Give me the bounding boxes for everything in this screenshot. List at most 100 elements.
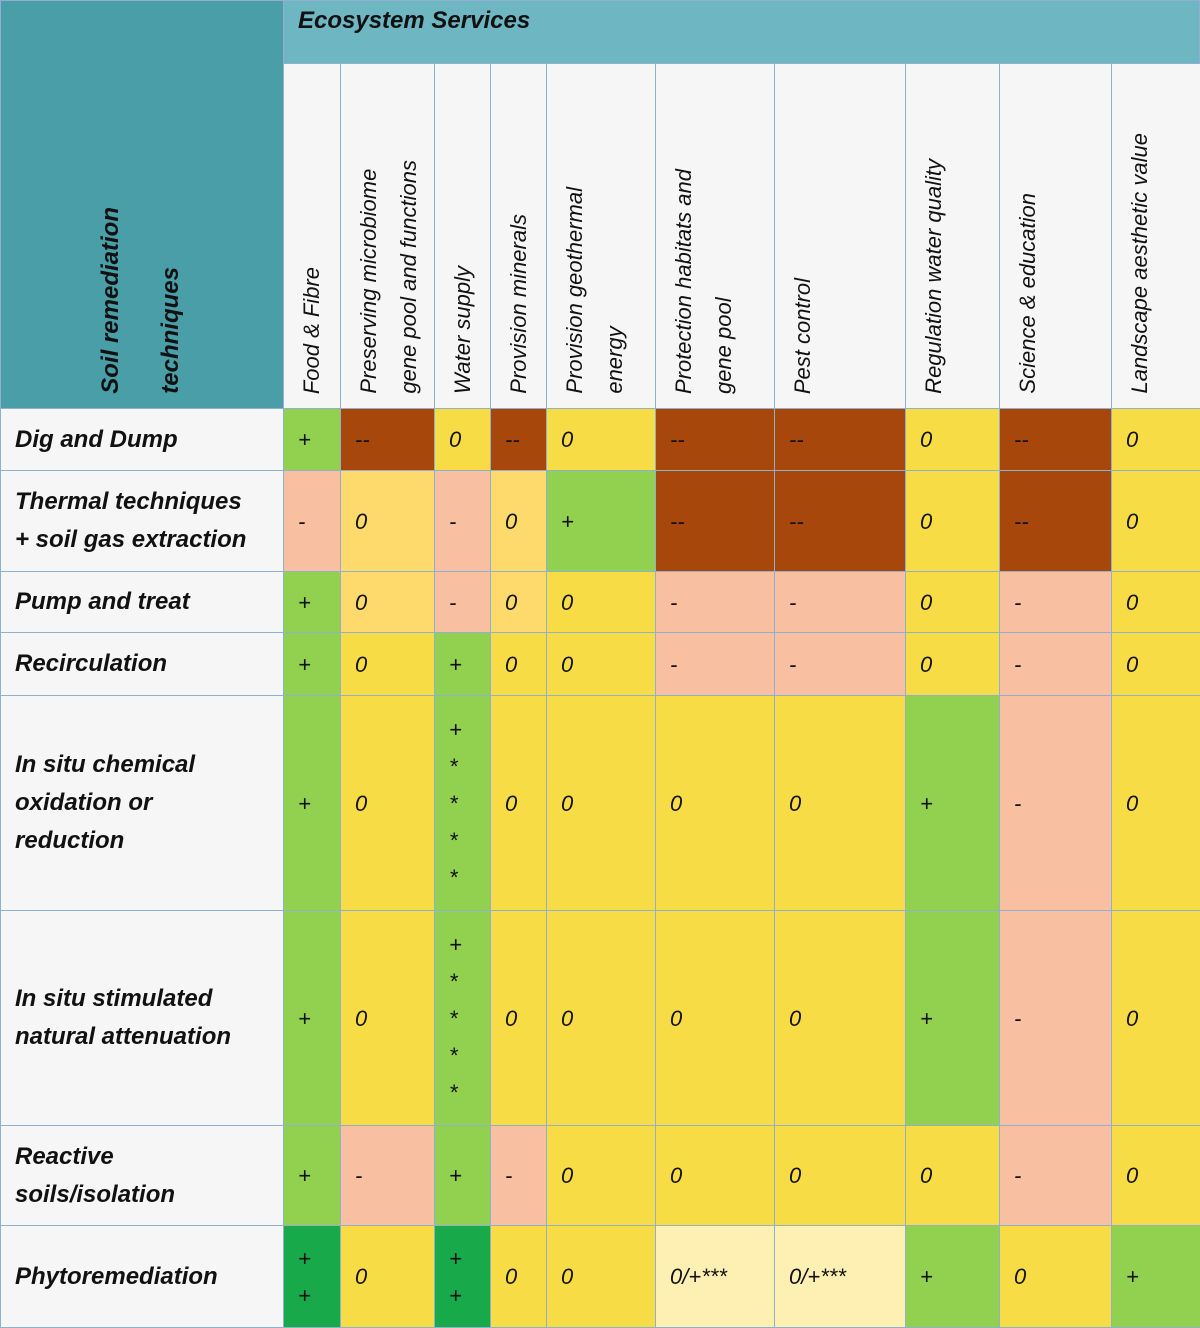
column-header: Protection habitats and gene pool xyxy=(671,168,736,394)
table-cell: + xyxy=(283,910,341,1126)
cell-value: 0 xyxy=(1126,589,1139,615)
cell-value: 0 xyxy=(505,651,518,677)
table-cell: - xyxy=(999,695,1112,911)
row-label: Phytoremediation xyxy=(0,1225,284,1328)
table-cell: 0 xyxy=(1111,470,1200,572)
table-cell: -- xyxy=(655,408,775,471)
column-header-cell: Pest control xyxy=(774,63,906,409)
cell-value: - xyxy=(670,651,678,677)
table-cell: + xyxy=(905,695,1000,911)
row-label: Dig and Dump xyxy=(0,408,284,471)
cell-value: 0 xyxy=(355,1005,368,1031)
table-cell: + + xyxy=(434,1225,491,1328)
cell-value: -- xyxy=(505,427,520,452)
column-header: Provision geothermal energy xyxy=(562,187,627,394)
column-header-cell: Regulation water quality xyxy=(905,63,1000,409)
table-cell: - xyxy=(283,470,341,572)
row-label: In situ chemical oxidation or reduction xyxy=(0,695,284,911)
table-cell: - xyxy=(999,910,1112,1126)
table-cell: + * * * * xyxy=(434,695,491,911)
table-cell: 0 xyxy=(1111,632,1200,696)
cell-value: 0 xyxy=(1014,1264,1027,1289)
cell-value: - xyxy=(789,651,797,677)
cell-value: 0 xyxy=(561,1264,574,1289)
table-cell: 0/+*** xyxy=(774,1225,906,1328)
table-cell: 0 xyxy=(546,1225,656,1328)
cell-value: 0 xyxy=(1126,1005,1139,1031)
cell-value: 0 xyxy=(561,790,574,816)
cell-value: 0 xyxy=(355,790,368,816)
cell-value: 0/+*** xyxy=(670,1264,727,1289)
table-cell: 0 xyxy=(546,571,656,633)
column-header-cell: Preserving microbiome gene pool and func… xyxy=(340,63,435,409)
table-cell: -- xyxy=(774,408,906,471)
cell-value: - xyxy=(1014,1005,1022,1031)
table-cell: + xyxy=(283,695,341,911)
table-cell: 0/+*** xyxy=(655,1225,775,1328)
table-cell: -- xyxy=(340,408,435,471)
cell-value: 0 xyxy=(561,589,574,615)
column-header-cell: Food & Fibre xyxy=(283,63,341,409)
table-cell: -- xyxy=(490,408,547,471)
cell-value: 0 xyxy=(789,1163,802,1188)
table-cell: 0 xyxy=(1111,1125,1200,1226)
cell-value: 0 xyxy=(505,790,518,816)
table-cell: 0 xyxy=(905,571,1000,633)
cell-value: 0 xyxy=(670,1163,683,1188)
cell-value: + xyxy=(298,790,311,816)
cell-value: + * * * * xyxy=(449,931,462,1105)
table-cell: 0 xyxy=(546,632,656,696)
table-cell: 0 xyxy=(340,571,435,633)
column-header-cell: Water supply xyxy=(434,63,491,409)
cell-value: 0 xyxy=(505,589,518,615)
cell-value: + + xyxy=(298,1245,311,1308)
cell-value: 0 xyxy=(670,790,683,816)
table-cell: + xyxy=(905,1225,1000,1328)
group-header-cell: Ecosystem Services xyxy=(283,0,1200,64)
cell-value: + xyxy=(449,651,462,677)
cell-value: + xyxy=(298,427,311,452)
table-cell: + xyxy=(283,408,341,471)
table-cell: - xyxy=(490,1125,547,1226)
table-cell: - xyxy=(434,470,491,572)
cell-value: 0 xyxy=(920,651,933,677)
table-cell: + xyxy=(434,632,491,696)
cell-value: + + xyxy=(449,1245,462,1308)
column-header: Landscape aesthetic value xyxy=(1127,133,1152,394)
table-cell: - xyxy=(655,571,775,633)
cell-value: - xyxy=(355,1163,363,1188)
cell-value: + xyxy=(920,790,933,816)
table-cell: 0 xyxy=(655,1125,775,1226)
cell-value: 0 xyxy=(355,1264,368,1289)
table-cell: + xyxy=(283,571,341,633)
table-cell: 0 xyxy=(340,1225,435,1328)
column-header: Provision minerals xyxy=(506,214,531,394)
column-header-cell: Protection habitats and gene pool xyxy=(655,63,775,409)
column-header-cell: Provision geothermal energy xyxy=(546,63,656,409)
table-cell: 0 xyxy=(490,695,547,911)
table-cell: 0 xyxy=(905,470,1000,572)
table-cell: - xyxy=(999,1125,1112,1226)
cell-value: 0 xyxy=(355,651,368,677)
cell-value: -- xyxy=(789,427,804,452)
row-label: Reactive soils/isolation xyxy=(0,1125,284,1226)
cell-value: - xyxy=(449,508,457,534)
table-cell: -- xyxy=(999,470,1112,572)
table-cell: 0 xyxy=(546,910,656,1126)
cell-value: 0 xyxy=(1126,1163,1139,1188)
table-cell: 0 xyxy=(546,408,656,471)
table-cell: 0 xyxy=(490,470,547,572)
column-header-cell: Provision minerals xyxy=(490,63,547,409)
table-cell: - xyxy=(434,571,491,633)
cell-value: 0 xyxy=(561,1163,574,1188)
table-cell: - xyxy=(774,571,906,633)
group-header: Ecosystem Services xyxy=(298,7,531,34)
cell-value: 0 xyxy=(505,1005,518,1031)
cell-value: -- xyxy=(670,508,685,534)
table-cell: 0 xyxy=(490,910,547,1126)
cell-value: 0 xyxy=(505,1264,518,1289)
cell-value: - xyxy=(1014,589,1022,615)
cell-value: -- xyxy=(670,427,685,452)
table-cell: 0 xyxy=(546,695,656,911)
